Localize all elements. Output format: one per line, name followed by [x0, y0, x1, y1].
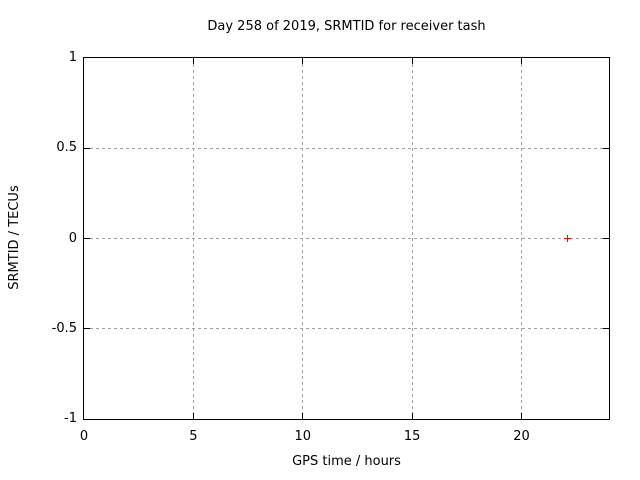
- x-tick-mark: [411, 413, 413, 419]
- x-tick-mark: [302, 413, 304, 419]
- y-tick-label: 0: [68, 230, 77, 246]
- y-tick-label: -1: [64, 411, 77, 426]
- x-tick-label: 10: [294, 429, 312, 444]
- x-tick-mark: [192, 58, 194, 64]
- gridline-horizontal: [84, 238, 609, 239]
- y-tick-label: 1: [68, 50, 77, 65]
- y-tick-mark: [603, 147, 609, 149]
- x-tick-mark: [411, 58, 413, 64]
- chart-title: Day 258 of 2019, SRMTID for receiver tas…: [207, 19, 486, 34]
- y-tick-mark: [84, 328, 90, 330]
- plot-area: [83, 57, 610, 420]
- x-tick-label: 15: [403, 429, 421, 444]
- x-axis-label: GPS time / hours: [292, 454, 401, 469]
- gridline-horizontal: [84, 328, 609, 330]
- x-tick-mark: [192, 413, 194, 419]
- y-tick-label: -0.5: [51, 320, 77, 336]
- y-tick-mark: [84, 238, 90, 239]
- gridline-horizontal: [84, 147, 609, 149]
- x-tick-label: 20: [513, 429, 530, 444]
- y-tick-mark: [603, 238, 609, 239]
- y-tick-mark: [603, 328, 609, 330]
- x-tick-label: 5: [189, 429, 198, 444]
- x-tick-label: 0: [79, 429, 89, 444]
- x-tick-mark: [521, 413, 522, 419]
- data-point-marker: [563, 235, 571, 242]
- x-tick-mark: [302, 58, 304, 64]
- x-tick-mark: [521, 58, 522, 64]
- y-tick-label: 0.5: [56, 140, 77, 156]
- y-tick-mark: [84, 147, 90, 149]
